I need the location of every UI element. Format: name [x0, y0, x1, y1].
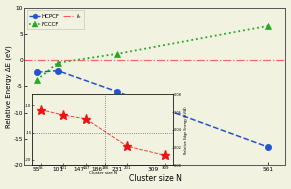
- Y-axis label: Relative Edge Energy (eV/Å): Relative Edge Energy (eV/Å): [184, 106, 189, 154]
- FCCCF: [115, 53, 119, 55]
- HCPCF: [115, 91, 119, 93]
- Y-axis label: Relative Energy ΔE (eV): Relative Energy ΔE (eV): [6, 45, 12, 128]
- HCPCF: [35, 71, 38, 73]
- Line: FCCCF: FCCCF: [33, 22, 271, 84]
- HCPCF: [266, 146, 269, 148]
- FCCCF: [35, 79, 38, 81]
- X-axis label: Cluster size N: Cluster size N: [129, 174, 181, 184]
- Legend: HCPCF, FCCCF, $I_h$: HCPCF, FCCCF, $I_h$: [27, 10, 84, 29]
- FCCCF: [56, 62, 60, 64]
- Line: HCPCF: HCPCF: [34, 67, 271, 150]
- HCPCF: [56, 70, 60, 72]
- FCCCF: [266, 25, 269, 27]
